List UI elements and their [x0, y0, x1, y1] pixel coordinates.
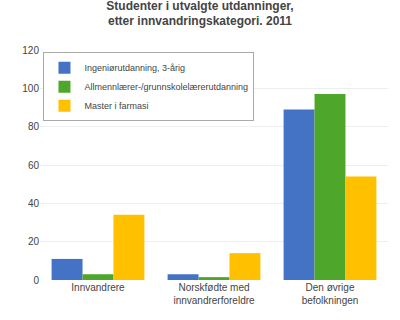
svg-text:Den øvrigebefolkningen: Den øvrigebefolkningen	[302, 282, 359, 306]
svg-text:Norskfødte medinnvandrerforeld: Norskfødte medinnvandrerforeldre	[173, 282, 255, 306]
svg-text:80: 80	[28, 121, 40, 132]
svg-text:40: 40	[28, 198, 40, 209]
svg-text:20: 20	[28, 236, 40, 247]
svg-text:Studenter i utvalgte utdanning: Studenter i utvalgte utdanninger,etter i…	[106, 0, 293, 28]
svg-text:Master i farmasi: Master i farmasi	[84, 101, 148, 111]
svg-text:120: 120	[22, 45, 39, 56]
svg-text:Innvandrere: Innvandrere	[71, 282, 125, 293]
svg-text:60: 60	[28, 160, 40, 171]
svg-text:0: 0	[33, 275, 39, 286]
svg-text:Ingeniørutdanning, 3-årig: Ingeniørutdanning, 3-årig	[84, 63, 185, 73]
svg-text:Allmennlærer-/grunnskolelæreru: Allmennlærer-/grunnskolelærerutdanning	[84, 82, 248, 92]
svg-text:100: 100	[22, 83, 39, 94]
